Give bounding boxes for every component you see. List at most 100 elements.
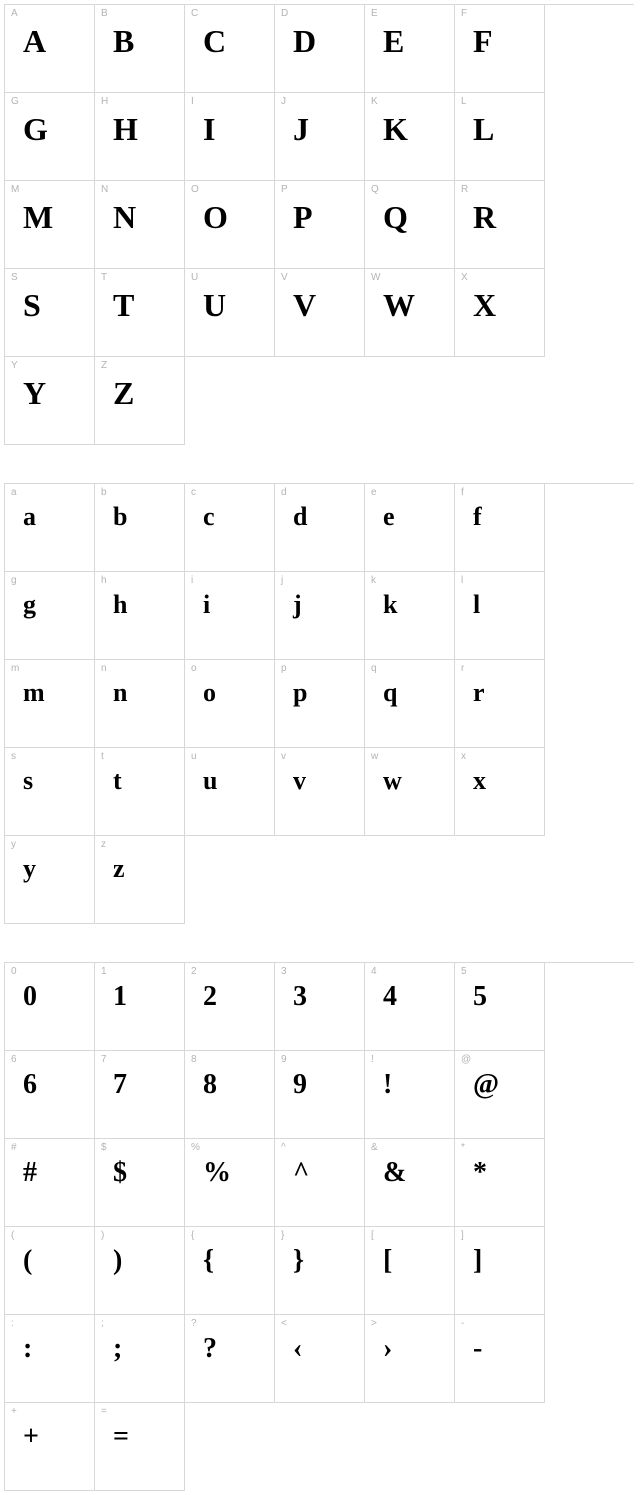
glyph-cell[interactable]: vv xyxy=(275,748,365,836)
glyph-cell[interactable]: 44 xyxy=(365,963,455,1051)
glyph-cell[interactable]: cc xyxy=(185,484,275,572)
glyph-cell[interactable]: ** xyxy=(455,1139,545,1227)
glyph-cell[interactable]: >› xyxy=(365,1315,455,1403)
glyph-cell[interactable]: KK xyxy=(365,93,455,181)
glyph-cell[interactable]: CC xyxy=(185,5,275,93)
glyph-cell-label: V xyxy=(275,269,364,285)
glyph-cell[interactable]: !! xyxy=(365,1051,455,1139)
glyph-cell[interactable]: 99 xyxy=(275,1051,365,1139)
glyph-cell[interactable]: XX xyxy=(455,269,545,357)
glyph-cell[interactable]: 88 xyxy=(185,1051,275,1139)
glyph-cell[interactable]: ee xyxy=(365,484,455,572)
glyph-cell[interactable]: YY xyxy=(5,357,95,445)
glyph-cell[interactable]: 66 xyxy=(5,1051,95,1139)
glyph-cell[interactable]: <‹ xyxy=(275,1315,365,1403)
glyph-cell[interactable]: ;; xyxy=(95,1315,185,1403)
glyph-cell[interactable]: }} xyxy=(275,1227,365,1315)
glyph-cell[interactable]: VV xyxy=(275,269,365,357)
glyph-cell[interactable]: ii xyxy=(185,572,275,660)
glyph-cell[interactable]: ll xyxy=(455,572,545,660)
glyph-cell[interactable]: OO xyxy=(185,181,275,269)
glyph-cell[interactable]: pp xyxy=(275,660,365,748)
glyph-cell[interactable]: ss xyxy=(5,748,95,836)
glyph-cell[interactable]: == xyxy=(95,1403,185,1491)
glyph-cell[interactable]: 33 xyxy=(275,963,365,1051)
glyph-cell[interactable]: )) xyxy=(95,1227,185,1315)
glyph-cell[interactable]: 55 xyxy=(455,963,545,1051)
glyph-cell[interactable]: rr xyxy=(455,660,545,748)
glyph-cell-label: D xyxy=(275,5,364,21)
glyph-cell[interactable]: II xyxy=(185,93,275,181)
glyph-cell[interactable]: oo xyxy=(185,660,275,748)
glyph-cell[interactable]: bb xyxy=(95,484,185,572)
glyph-cell[interactable]: :: xyxy=(5,1315,95,1403)
glyph-cell[interactable]: HH xyxy=(95,93,185,181)
glyph-cell[interactable]: GG xyxy=(5,93,95,181)
glyph-cell[interactable]: MM xyxy=(5,181,95,269)
glyph-cell[interactable]: SS xyxy=(5,269,95,357)
glyph-cell-label: [ xyxy=(365,1227,454,1243)
glyph-cell[interactable]: zz xyxy=(95,836,185,924)
glyph-cell[interactable]: NN xyxy=(95,181,185,269)
glyph-cell[interactable]: {{ xyxy=(185,1227,275,1315)
glyph-cell-body: D xyxy=(275,21,364,92)
glyph-cell[interactable]: UU xyxy=(185,269,275,357)
glyph-cell[interactable]: && xyxy=(365,1139,455,1227)
glyph-cell-label: ( xyxy=(5,1227,94,1243)
glyph-cell[interactable]: RR xyxy=(455,181,545,269)
glyph-cell[interactable]: DD xyxy=(275,5,365,93)
glyph-cell[interactable]: ZZ xyxy=(95,357,185,445)
glyph-cell[interactable]: kk xyxy=(365,572,455,660)
glyph: O xyxy=(203,201,228,233)
glyph-cell[interactable]: aa xyxy=(5,484,95,572)
glyph-cell[interactable]: jj xyxy=(275,572,365,660)
glyph-cell[interactable]: qq xyxy=(365,660,455,748)
glyph-cell[interactable]: ]] xyxy=(455,1227,545,1315)
glyph-cell[interactable]: [[ xyxy=(365,1227,455,1315)
glyph-cell[interactable]: tt xyxy=(95,748,185,836)
glyph-cell-body: 8 xyxy=(185,1067,274,1138)
glyph-cell[interactable]: xx xyxy=(455,748,545,836)
glyph-cell[interactable]: AA xyxy=(5,5,95,93)
glyph-cell[interactable]: WW xyxy=(365,269,455,357)
glyph: R xyxy=(473,201,496,233)
glyph-cell[interactable]: ^^ xyxy=(275,1139,365,1227)
glyph-cell[interactable]: ff xyxy=(455,484,545,572)
glyph: 3 xyxy=(293,983,307,1011)
glyph-cell[interactable]: dd xyxy=(275,484,365,572)
glyph-cell[interactable]: ++ xyxy=(5,1403,95,1491)
glyph-cell[interactable]: ?? xyxy=(185,1315,275,1403)
glyph: C xyxy=(203,25,226,57)
glyph-cell[interactable]: uu xyxy=(185,748,275,836)
glyph-cell-label: q xyxy=(365,660,454,676)
glyph-cell[interactable]: hh xyxy=(95,572,185,660)
glyph-cell[interactable]: BB xyxy=(95,5,185,93)
glyph-cell[interactable]: LL xyxy=(455,93,545,181)
glyph-cell[interactable]: 22 xyxy=(185,963,275,1051)
charmap-section-symbols: 001122334455 66778899!!@@ ##$$%%^^&&** (())… xyxy=(4,962,636,1491)
glyph-cell[interactable]: TT xyxy=(95,269,185,357)
glyph-cell[interactable]: 11 xyxy=(95,963,185,1051)
glyph-cell[interactable]: mm xyxy=(5,660,95,748)
glyph-cell[interactable]: 00 xyxy=(5,963,95,1051)
glyph: V xyxy=(293,289,316,321)
glyph-cell[interactable]: ww xyxy=(365,748,455,836)
glyph-cell[interactable]: (( xyxy=(5,1227,95,1315)
glyph-cell[interactable]: QQ xyxy=(365,181,455,269)
glyph-cell[interactable]: PP xyxy=(275,181,365,269)
glyph-cell[interactable]: 77 xyxy=(95,1051,185,1139)
glyph-cell-label: % xyxy=(185,1139,274,1155)
glyph-cell[interactable]: @@ xyxy=(455,1051,545,1139)
glyph-cell-body: j xyxy=(275,588,364,659)
glyph-cell[interactable]: FF xyxy=(455,5,545,93)
glyph-cell[interactable]: nn xyxy=(95,660,185,748)
glyph-cell[interactable]: ## xyxy=(5,1139,95,1227)
glyph-cell-body: f xyxy=(455,500,544,571)
glyph-cell[interactable]: -- xyxy=(455,1315,545,1403)
glyph-cell[interactable]: JJ xyxy=(275,93,365,181)
glyph-cell[interactable]: %% xyxy=(185,1139,275,1227)
glyph-cell[interactable]: $$ xyxy=(95,1139,185,1227)
glyph-cell[interactable]: EE xyxy=(365,5,455,93)
glyph-cell[interactable]: yy xyxy=(5,836,95,924)
glyph-cell[interactable]: gg xyxy=(5,572,95,660)
